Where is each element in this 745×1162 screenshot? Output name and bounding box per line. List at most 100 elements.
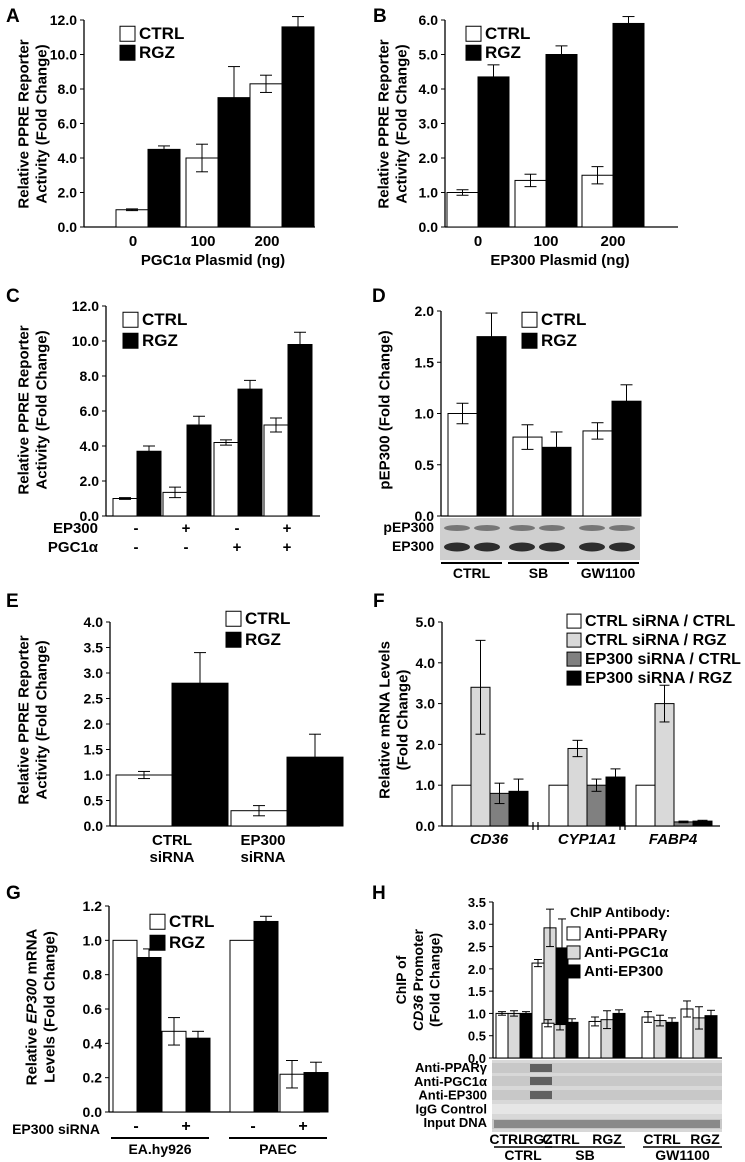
y-axis-title-line: Activity (Fold Change) (393, 44, 410, 203)
bar-ctrl (112, 939, 138, 1113)
error-bar (622, 16, 635, 31)
condition-value: + (283, 520, 292, 537)
group-label: CTRL (504, 1147, 542, 1162)
bar-anti-ppar- (588, 1020, 602, 1059)
condition-value: + (298, 1118, 307, 1135)
x-tick-label: RGZ (592, 1131, 622, 1147)
bar-ctrl (514, 179, 547, 228)
legend-label: CTRL siRNA / CTRL (585, 613, 735, 630)
x-tick-label: 0 (129, 233, 137, 250)
y-tick-label: 3.0 (419, 116, 439, 132)
error-bar (310, 1061, 322, 1084)
condition-value: + (283, 539, 292, 556)
x-tick-label: RGZ (690, 1131, 720, 1147)
error-bar (510, 1010, 518, 1017)
x-tick-label: 100 (190, 233, 215, 250)
y-tick-label: 6.0 (80, 403, 100, 419)
x-tick-label: 0 (474, 233, 482, 250)
condition-row-label: PGC1α (48, 539, 99, 556)
error-bar (591, 778, 602, 792)
y-tick-label: 0.0 (80, 508, 100, 524)
x-axis-title: EP300 Plasmid (ng) (490, 252, 629, 269)
error-bar (168, 1017, 180, 1046)
blot-row (492, 1090, 722, 1100)
bar-anti-ppar- (495, 1012, 509, 1059)
legend-swatch (566, 926, 581, 941)
y-tick-label: 1.5 (468, 984, 486, 999)
bar-rgz (545, 54, 578, 228)
blot-band (444, 525, 470, 531)
y-tick-label: 2.5 (84, 691, 104, 707)
y-tick-label: 1.0 (419, 185, 439, 201)
x-tick-label: FABP4 (649, 831, 698, 848)
legend-label: RGZ (485, 43, 521, 62)
y-tick-label: 6.0 (419, 12, 439, 28)
condition-row-label: EP300 siRNA (12, 1121, 100, 1137)
error-bar (572, 739, 583, 758)
error-bar (555, 45, 568, 64)
y-tick-label: 0.6 (83, 1001, 103, 1017)
error-bar (119, 497, 131, 500)
y-tick-label: 0.5 (468, 1029, 486, 1044)
y-tick-label: 1.0 (468, 1006, 486, 1021)
panel-e: E 0.0 0.5 1.0 1.5 2.0 2.5 3.0 3.5 4.0 Relative PPR… (6, 591, 344, 866)
y-tick-label: 0.0 (58, 219, 78, 235)
condition-value: + (181, 1118, 190, 1135)
bar-ctrl (582, 430, 613, 517)
x-tick-label: CTRL (152, 832, 192, 849)
legend-label: CTRL (485, 24, 530, 43)
condition-value: - (184, 539, 189, 556)
panel-letter: G (6, 883, 21, 904)
legend-swatch (566, 613, 582, 629)
legend-swatch (521, 332, 538, 349)
error-bar (522, 1011, 530, 1016)
blot-label: IgG Control (416, 1101, 488, 1116)
error-bar (138, 770, 150, 780)
panel-g: G 0.0 0.2 0.4 0.6 0.8 1.0 1.2 Relative EP300 mRN… (6, 883, 329, 1157)
y-axis-title-line: Relative PPRE Reporter (15, 635, 32, 804)
y-tick-label: 6.0 (58, 116, 78, 132)
legend-swatch (521, 311, 538, 328)
condition-value: - (235, 520, 240, 537)
legend-swatch (225, 631, 242, 648)
bar-ctrl (213, 442, 239, 517)
blot-label: Anti-PGC1α (414, 1074, 487, 1089)
x-axis-title: PGC1α Plasmid (ng) (141, 252, 285, 269)
bar-rgz (136, 957, 162, 1113)
x-tick-label: CYP1A1 (558, 831, 616, 848)
bar-ctrl (447, 413, 478, 517)
error-bar (668, 1017, 676, 1028)
y-tick-label: 1.0 (416, 777, 436, 793)
condition-value: - (133, 1118, 138, 1135)
y-tick-label: 3.0 (468, 917, 486, 932)
blot-label: Anti-EP300 (418, 1088, 487, 1103)
y-axis-title-line: Relative PPRE Reporter (375, 39, 392, 208)
blot-label: pEP300 (383, 519, 434, 535)
x-tick-label: 200 (254, 233, 279, 250)
error-bar (546, 908, 554, 948)
y-tick-label: 4.0 (58, 150, 78, 166)
error-bar (220, 439, 232, 446)
x-tick-label: CD36 (470, 831, 509, 848)
y-axis-title: Relative PPRE Reporter Activity (Fold Cha… (15, 39, 50, 208)
legend-swatch (465, 44, 482, 61)
legend-swatch (149, 913, 166, 930)
group-label: EA.hy926 (128, 1141, 191, 1157)
blot-background (440, 518, 640, 560)
y-axis-title-line: pEP300 (Fold Change) (376, 330, 393, 489)
x-tick-label: 100 (533, 233, 558, 250)
y-axis-title-line: Activity (Fold Change) (33, 44, 50, 203)
error-bar (534, 958, 542, 968)
y-tick-label: 1.2 (83, 898, 103, 914)
condition-value: + (233, 539, 242, 556)
y-tick-label: 4.0 (419, 81, 439, 97)
error-bar (196, 143, 208, 173)
panel-letter: A (6, 6, 20, 27)
blot-band (509, 542, 535, 552)
panel-letter: C (6, 286, 20, 307)
blot-band (530, 1064, 552, 1072)
error-bar (169, 486, 181, 499)
blot-band (530, 1077, 552, 1085)
legend-label: CTRL (541, 310, 586, 329)
panel-letter: F (373, 591, 385, 612)
